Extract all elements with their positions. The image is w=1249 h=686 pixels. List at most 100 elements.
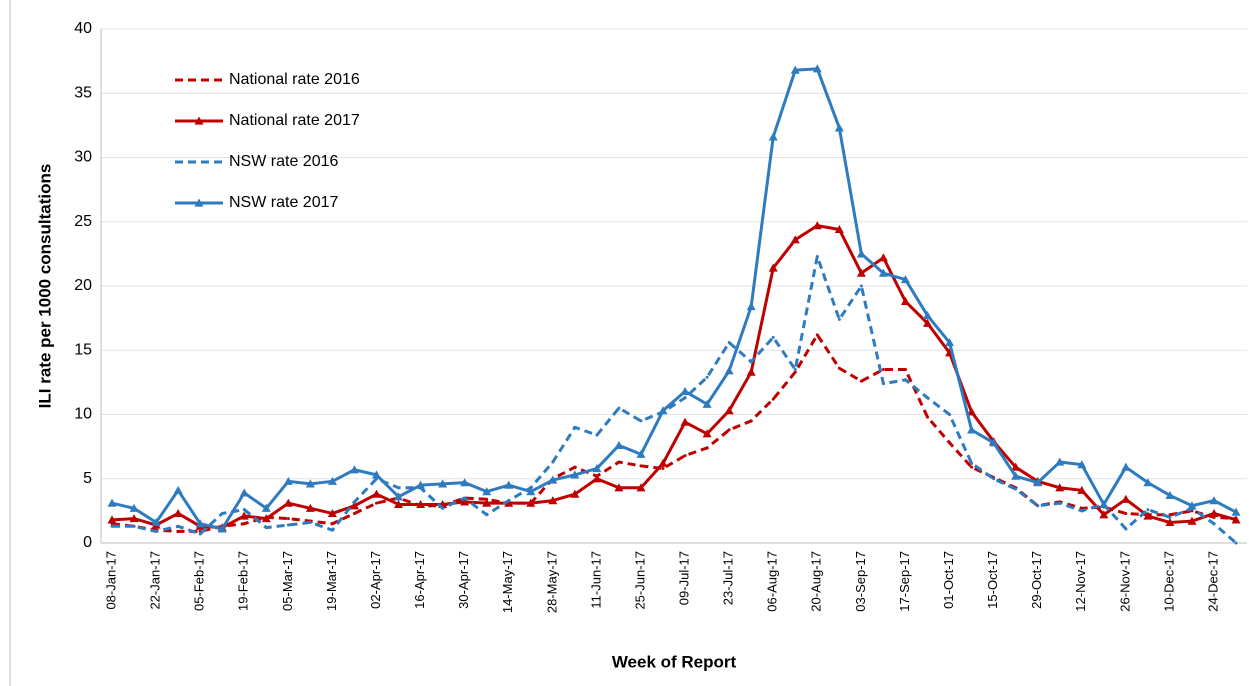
point-marker — [680, 386, 690, 395]
point-marker — [856, 249, 866, 258]
point-marker — [856, 268, 866, 277]
point — [727, 341, 731, 345]
point — [352, 500, 356, 504]
point-marker — [724, 406, 734, 415]
point-marker — [1165, 490, 1175, 500]
point-marker — [548, 496, 558, 505]
point — [1124, 527, 1128, 531]
point-marker — [1121, 462, 1131, 471]
point-marker — [504, 498, 514, 507]
y-tick-label: 15 — [74, 341, 92, 358]
point-marker — [636, 449, 646, 458]
point-marker — [438, 479, 448, 488]
point-marker — [1099, 510, 1109, 519]
point — [1124, 511, 1128, 515]
legend-label: NSW rate 2016 — [229, 153, 338, 170]
point — [507, 499, 511, 503]
point — [617, 460, 621, 464]
point-marker — [878, 268, 888, 277]
point-marker — [283, 476, 293, 485]
point-marker — [1121, 494, 1131, 503]
point-marker — [1011, 471, 1021, 480]
y-tick-label: 5 — [83, 470, 92, 487]
point-marker — [394, 499, 404, 509]
point-marker — [327, 476, 337, 485]
point — [683, 454, 687, 458]
x-tick-label: 12-Nov-17 — [1073, 551, 1088, 612]
x-tick-label: 25-Jun-17 — [632, 551, 647, 610]
point-marker — [1077, 460, 1087, 469]
point — [551, 460, 555, 464]
point — [286, 517, 290, 521]
y-tick-label: 25 — [74, 213, 92, 230]
point-marker — [239, 488, 249, 497]
x-tick-label: 29-Oct-17 — [1029, 551, 1044, 609]
point — [815, 254, 819, 258]
point-marker — [526, 487, 536, 496]
point — [573, 425, 577, 429]
legend-label: National rate 2017 — [229, 112, 360, 129]
point — [749, 419, 753, 423]
point — [1080, 509, 1084, 513]
x-tick-label: 10-Dec-17 — [1161, 551, 1176, 612]
point — [992, 477, 996, 481]
point — [903, 378, 907, 382]
point — [352, 511, 356, 515]
x-axis-title: Week of Report — [612, 652, 737, 671]
point — [1014, 487, 1018, 491]
point — [837, 317, 841, 321]
point — [683, 396, 687, 400]
point — [1058, 501, 1062, 505]
point-marker — [129, 514, 139, 523]
point — [573, 465, 577, 469]
point-marker — [460, 478, 470, 487]
point-marker — [570, 489, 580, 498]
point-marker — [416, 480, 426, 489]
point-marker — [790, 65, 800, 74]
point — [749, 360, 753, 364]
y-tick-label: 10 — [74, 406, 92, 423]
point-marker — [989, 438, 999, 447]
point-marker — [1143, 478, 1153, 487]
point-marker — [834, 224, 844, 234]
point — [793, 370, 797, 374]
legend-marker — [194, 116, 204, 125]
point — [308, 520, 312, 524]
x-tick-label: 23-Jul-17 — [721, 551, 736, 605]
point — [771, 397, 775, 401]
point-marker — [394, 492, 404, 501]
point-marker — [151, 517, 161, 527]
point-marker — [636, 483, 646, 492]
x-tick-label: 17-Sep-17 — [897, 551, 912, 612]
point — [970, 461, 974, 465]
point-marker — [526, 498, 536, 507]
point-marker — [504, 480, 514, 489]
point — [881, 368, 885, 372]
x-tick-label: 30-Apr-17 — [456, 551, 471, 609]
point-marker — [746, 302, 756, 311]
x-tick-label: 05-Feb-17 — [192, 551, 207, 611]
point-marker — [592, 463, 602, 473]
point — [859, 379, 863, 383]
point-marker — [482, 487, 492, 496]
point-marker — [107, 498, 117, 507]
point — [110, 524, 114, 528]
point — [242, 522, 246, 526]
x-tick-label: 16-Apr-17 — [412, 551, 427, 609]
y-tick-label: 40 — [74, 20, 92, 37]
point-marker — [1077, 485, 1087, 494]
point-marker — [173, 508, 183, 518]
series-line — [112, 254, 1238, 545]
point-marker — [173, 485, 183, 494]
point — [242, 508, 246, 512]
point — [176, 524, 180, 528]
point-marker — [900, 296, 910, 306]
point-marker — [548, 475, 558, 484]
point-marker — [1055, 457, 1065, 466]
point-marker — [790, 235, 800, 244]
legend-marker — [194, 198, 204, 207]
legend-label: NSW rate 2017 — [229, 194, 338, 211]
point — [771, 335, 775, 339]
point-marker — [460, 497, 470, 506]
point — [705, 375, 709, 379]
